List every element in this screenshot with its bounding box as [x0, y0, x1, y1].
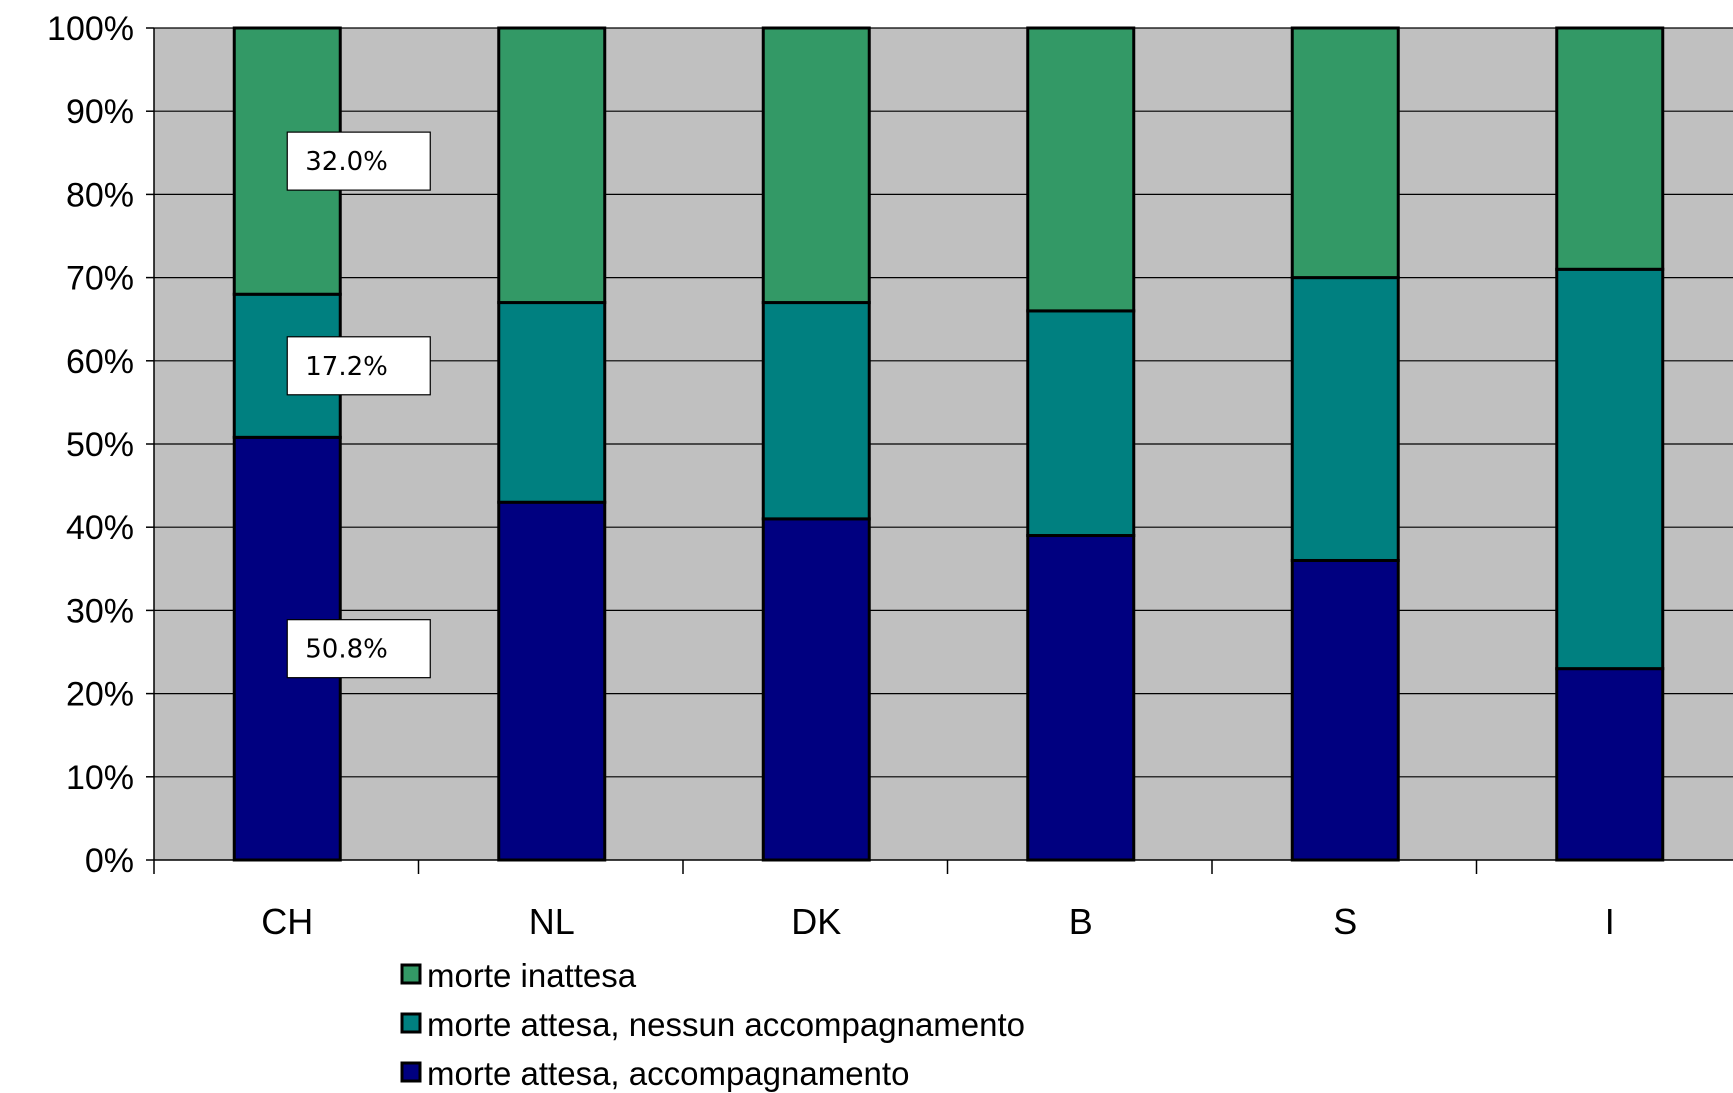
bar-segment-DK-3: [761, 26, 871, 305]
bar-segment-B-2: [1026, 309, 1136, 538]
y-tick-label: 30%: [66, 592, 134, 630]
x-category-label: S: [1333, 901, 1357, 942]
bar-segment-B-1: [1026, 534, 1136, 862]
bar-segment-I-1: [1555, 667, 1665, 862]
legend-swatch: [400, 963, 422, 985]
y-tick-label: 40%: [66, 509, 134, 547]
bar-segment-I-3: [1555, 26, 1665, 271]
axes: [146, 27, 1733, 874]
bar-segment-DK-2: [761, 301, 871, 521]
data-label: 50.8%: [305, 635, 388, 665]
y-tick-label: 100%: [47, 10, 134, 48]
bar-segment-NL-2: [497, 301, 607, 504]
bar-segment-S-3: [1290, 26, 1400, 280]
x-category-label: B: [1069, 901, 1093, 942]
data-labels: 32.0% 17.2% 50.8%: [286, 131, 431, 679]
x-category-label: CH: [261, 901, 313, 942]
legend: morte inattesa morte attesa, nessun accom…: [400, 957, 1025, 1092]
x-category-label: I: [1605, 901, 1615, 942]
bars: [232, 26, 1665, 862]
data-label-box: [286, 619, 431, 679]
legend-label: morte attesa, nessun accompagnamento: [427, 1006, 1025, 1043]
bar-segment-B-3: [1026, 26, 1136, 313]
legend-swatch: [400, 1012, 422, 1034]
x-axis-category-labels: CH NL DK B S I: [261, 901, 1615, 942]
gridlines: [154, 27, 1733, 778]
legend-swatch: [400, 1061, 422, 1083]
bar-segment-I-2: [1555, 267, 1665, 671]
data-label: 17.2%: [305, 352, 388, 382]
y-tick-label: 80%: [66, 176, 134, 214]
bar-segment-NL-3: [497, 26, 607, 305]
bar-segment-DK-1: [761, 517, 871, 862]
x-category-label: DK: [791, 901, 841, 942]
data-label-box: [286, 131, 431, 191]
y-tick-label: 50%: [66, 426, 134, 464]
data-label-box: [286, 336, 431, 396]
y-tick-label: 70%: [66, 260, 134, 298]
legend-label: morte attesa, accompagnamento: [427, 1055, 909, 1092]
bar-segment-NL-1: [497, 500, 607, 862]
bar-segment-S-2: [1290, 276, 1400, 562]
y-tick-label: 60%: [66, 343, 134, 381]
y-tick-label: 90%: [66, 93, 134, 131]
bar-segment-S-1: [1290, 558, 1400, 862]
legend-label: morte inattesa: [427, 957, 637, 994]
y-tick-label: 20%: [66, 676, 134, 714]
data-label: 32.0%: [305, 147, 388, 177]
y-tick-label: 10%: [66, 759, 134, 797]
y-axis-tick-labels: 0% 10% 20% 30% 40% 50% 60% 70% 80% 90% 100%: [47, 10, 134, 880]
x-category-label: NL: [529, 901, 575, 942]
y-tick-label: 0%: [85, 842, 134, 880]
